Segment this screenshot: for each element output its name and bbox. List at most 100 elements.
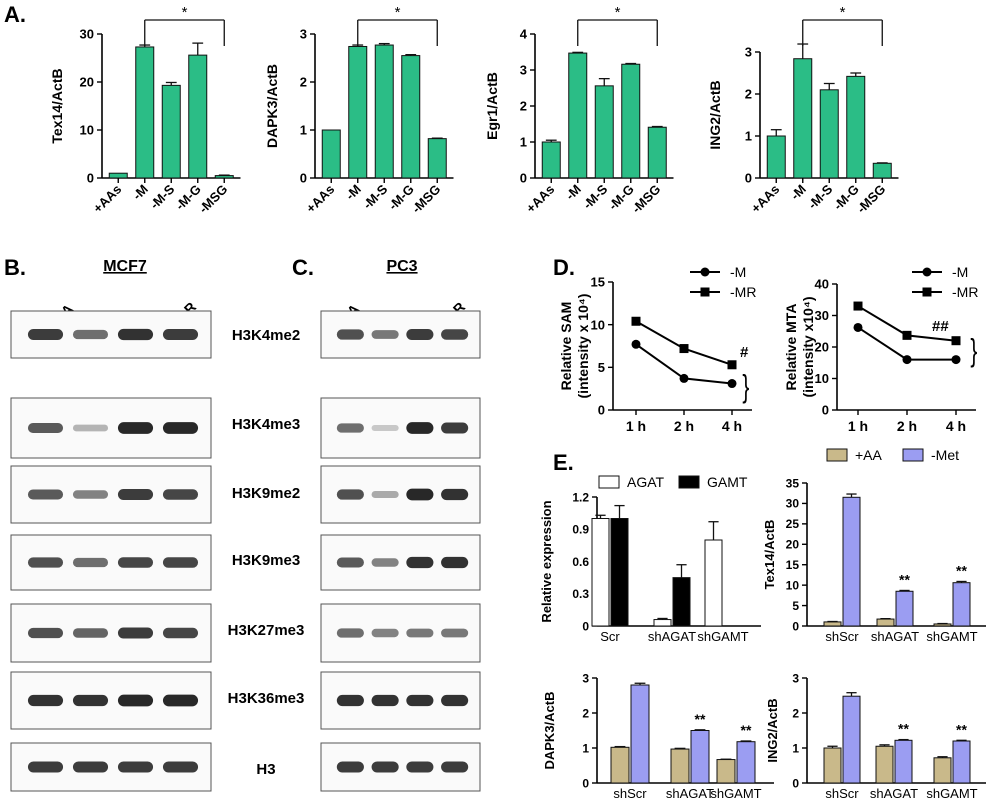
- chart-dapk3_sh-bar-+AA: [716, 759, 736, 784]
- panel-label-a: A.: [4, 2, 26, 27]
- chart-tex14_sh-legend-label: -Met: [931, 447, 959, 463]
- chart-dapk3_sh-bar-+AA: [670, 748, 690, 784]
- chart-sam-y-tick-label: 15: [591, 275, 605, 290]
- chart-mta-legend-label: -M: [952, 264, 968, 280]
- chart-tex14_sh: 0 5 10 15 20 25 30 35 Tex14/ActB shScr shAGAT ** shG…: [762, 447, 986, 644]
- chart-egr1-y-tick-label: 1: [520, 135, 527, 150]
- blot-mcf7-band: [162, 422, 199, 434]
- chart-dapk3_sh-x-tick-label: shScr: [613, 786, 647, 800]
- chart-ing2_sh-y-tick-label: 2: [792, 706, 799, 720]
- chart-sam: 0 5 10 15 Relative SAM (intensity x 10⁴) 1 h 2 …: [558, 264, 756, 434]
- chart-ing2_sh-x-tick-label: shGAMT: [926, 786, 977, 800]
- blot-pc3-band: [441, 694, 469, 707]
- chart-tex14_sh-bar--Met: [842, 496, 861, 627]
- chart-relexp-x-tick-label: shAGAT: [648, 629, 696, 644]
- chart-tex14_sh-y-tick-label: 10: [786, 578, 800, 592]
- chart-egr1-sig-star: *: [615, 4, 621, 21]
- chart-relexp-y-tick-label: 0.3: [572, 587, 589, 601]
- chart-sam-y-tick-label: 5: [598, 360, 605, 375]
- chart-tex14_sh-sig-star: **: [956, 562, 967, 578]
- blots-layer: +AA-M-R-M-R +AA-M-R-M-R H3K4me2 H3K4me3 H3K9…: [10, 299, 481, 792]
- blot-mcf7-band: [27, 423, 64, 433]
- chart-dapk3-y-tick-label: 1: [300, 123, 307, 138]
- chart-dapk3_sh-bar-+AA: [610, 746, 630, 784]
- chart-relexp-y-tick-label: 1.2: [572, 490, 589, 504]
- chart-mta-point-circle: [951, 355, 961, 365]
- chart-tex14-bar: [135, 46, 155, 179]
- chart-tex14-x-tick-label: +AAs: [90, 182, 124, 216]
- chart-dapk3-bar: [321, 129, 341, 179]
- blot-mcf7-band: [72, 694, 109, 707]
- chart-tex14_sh-bar-+AA: [933, 623, 952, 627]
- chart-tex14_sh-y-label: Tex14/ActB: [762, 520, 777, 590]
- blot-mcf7-band: [117, 328, 154, 341]
- blot-mcf7-band: [162, 489, 199, 500]
- chart-dapk3-sig-star: *: [395, 4, 401, 21]
- blot-mcf7-band: [117, 557, 154, 568]
- chart-ing2_sh: 0 1 2 3 ING2/ActB shScr shAGAT ** shGAMT **: [765, 671, 986, 800]
- chart-egr1-bar: [594, 85, 614, 179]
- chart-mta-y-tick-label: 20: [815, 340, 829, 355]
- chart-dapk3_sh-y-tick-label: 2: [582, 706, 589, 720]
- chart-dapk3_sh-bar--Met: [736, 741, 756, 784]
- chart-sam-legend-label: -MR: [730, 284, 756, 300]
- chart-egr1-y-tick-label: 2: [520, 99, 527, 114]
- chart-tex14_sh-y-tick-label: 30: [786, 497, 800, 511]
- blot-pc3-band: [371, 558, 399, 567]
- chart-tex14_sh-bar--Met: [895, 590, 914, 627]
- chart-sam-y-label: (intensity x 10⁴): [575, 294, 591, 399]
- chart-mta-point-circle: [853, 322, 863, 332]
- chart-egr1-y-tick-label: 3: [520, 63, 527, 78]
- chart-tex14_sh-bar-+AA: [876, 618, 895, 627]
- blot-pc3-band: [336, 761, 364, 773]
- blot-mcf7-band: [27, 557, 64, 568]
- chart-mta-point-square: [902, 330, 912, 340]
- chart-ing2-x-tick-label: -M-S: [805, 181, 836, 212]
- chart-dapk3-bar: [427, 138, 447, 179]
- blot-pc3-band: [336, 423, 364, 433]
- chart-dapk3_sh-x-tick-label: shGAMT: [710, 786, 761, 800]
- chart-sam-point-square: [727, 360, 737, 370]
- chart-ing2_sh-sig-star: **: [898, 721, 909, 737]
- chart-ing2_sh-y-tick-label: 1: [792, 741, 799, 755]
- blot-pc3-band: [336, 628, 364, 638]
- chart-ing2_sh-bar-+AA: [823, 747, 842, 784]
- chart-tex14_sh-y-tick-label: 20: [786, 538, 800, 552]
- blot-pc3-band: [441, 628, 469, 638]
- blot-mcf7-band: [27, 329, 64, 340]
- blot-pc3-band: [406, 329, 434, 340]
- chart-mta-legend-label: -MR: [952, 284, 978, 300]
- chart-sam-point-square: [631, 316, 641, 326]
- chart-tex14-bar: [188, 54, 208, 179]
- chart-sam-y-label: Relative SAM: [558, 302, 574, 391]
- blot-pc3-band: [371, 490, 399, 499]
- blot-mcf7-band: [72, 557, 109, 568]
- blot-pc3-band: [441, 422, 469, 434]
- chart-mta-y-tick-label: 30: [815, 308, 829, 323]
- chart-mta-x-tick-label: 2 h: [897, 418, 917, 434]
- blot-mcf7-band: [117, 761, 154, 773]
- chart-dapk3-y-tick-label: 0: [300, 171, 307, 186]
- chart-dapk3_sh-y-tick-label: 3: [582, 671, 589, 685]
- blot-pc3-band: [406, 488, 434, 501]
- chart-ing2_sh-bar-+AA: [875, 745, 894, 784]
- blot-mcf7-band: [162, 557, 199, 568]
- chart-egr1-bar: [541, 141, 561, 179]
- chart-ing2-y-tick-label: 3: [745, 45, 752, 60]
- blot-mcf7-band: [27, 694, 64, 707]
- blot-pc3-band: [371, 330, 399, 339]
- chart-tex14_sh-y-tick-label: 35: [786, 476, 800, 490]
- chart-dapk3_sh-sig-star: **: [695, 711, 706, 727]
- chart-relexp-bar-GAMT: [672, 577, 691, 627]
- chart-sam-legend-label: -M: [730, 264, 746, 280]
- blot-mark-label: H3K9me3: [232, 552, 300, 569]
- blot-pc3-band: [336, 489, 364, 500]
- blot-mark-label: H3: [256, 761, 275, 778]
- chart-sam-sig-mark: #: [740, 344, 749, 361]
- chart-tex14_sh-bar--Met: [952, 582, 971, 627]
- blot-pc3-band: [336, 694, 364, 707]
- chart-mta-point-square: [853, 301, 863, 311]
- chart-tex14_sh-x-tick-label: shScr: [825, 629, 859, 644]
- chart-ing2_sh-y-label: ING2/ActB: [765, 698, 780, 762]
